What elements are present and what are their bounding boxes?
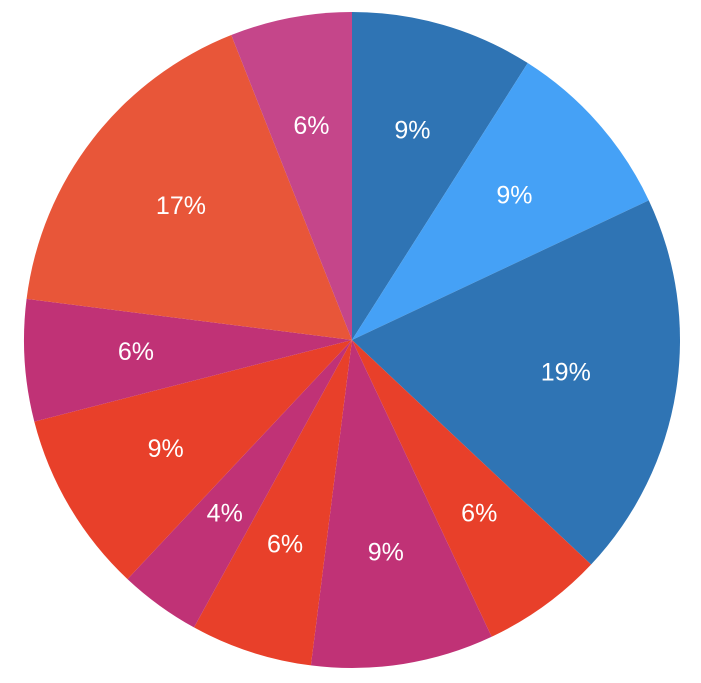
value-label: 9% xyxy=(148,435,184,463)
pie-slice xyxy=(352,200,680,565)
value-label: 19% xyxy=(541,358,591,386)
value-label: 9% xyxy=(394,117,430,145)
value-label: 4% xyxy=(207,500,243,528)
value-label: 6% xyxy=(118,338,154,366)
pie-slice xyxy=(352,12,528,340)
pie-slice xyxy=(231,12,352,340)
pie-slice xyxy=(352,340,592,637)
pie-slice xyxy=(26,35,353,340)
pie-slice xyxy=(34,340,353,580)
value-label: 6% xyxy=(293,112,329,140)
value-label: 9% xyxy=(496,181,532,209)
pie-slice xyxy=(352,63,649,341)
pie-slice xyxy=(24,298,353,422)
pie-slice xyxy=(193,340,352,666)
value-label: 17% xyxy=(156,192,206,220)
pie-slice xyxy=(310,340,492,668)
value-label: 9% xyxy=(368,538,404,566)
value-label: 6% xyxy=(267,530,303,558)
pie-slice xyxy=(127,340,352,628)
value-label: 6% xyxy=(461,500,497,528)
